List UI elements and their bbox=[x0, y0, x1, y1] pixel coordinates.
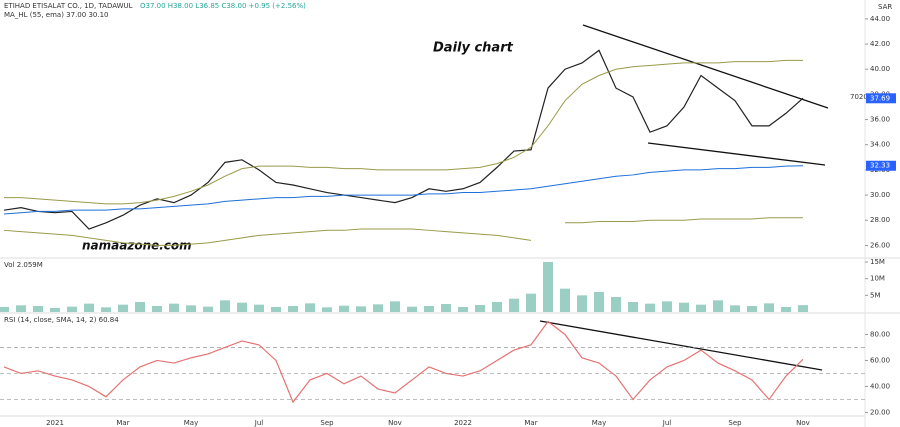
bar bbox=[67, 306, 77, 312]
price-tag bbox=[866, 93, 896, 104]
series-line bbox=[3, 165, 804, 215]
y-tick-label: 10M bbox=[870, 275, 885, 283]
bar bbox=[390, 301, 400, 312]
x-tick-label: Jul bbox=[254, 419, 264, 427]
bar bbox=[679, 302, 689, 312]
bar bbox=[118, 304, 128, 312]
bar bbox=[0, 307, 9, 312]
bar bbox=[186, 305, 196, 312]
x-tick-label: Nov bbox=[388, 419, 402, 427]
y-tick-label: 30.00 bbox=[870, 191, 890, 199]
y-tick-label: 26.00 bbox=[870, 241, 890, 249]
y-tick-label: 40.00 bbox=[870, 65, 890, 73]
x-tick-label: Mar bbox=[524, 419, 537, 427]
pane-title: RSI (14, close, SMA, 14, 2) 60.84 bbox=[4, 316, 119, 324]
bar bbox=[254, 304, 264, 312]
bar bbox=[798, 305, 808, 312]
y-tick-label: 80.00 bbox=[870, 330, 890, 338]
trendline bbox=[647, 142, 826, 166]
bar bbox=[645, 303, 655, 312]
annotation: 7020 bbox=[850, 93, 868, 101]
axis-label: SAR bbox=[878, 3, 892, 11]
bar bbox=[594, 292, 604, 312]
indicator-label: MA_HL (55, ema) 37.00 30.10 bbox=[4, 11, 108, 19]
series-line bbox=[3, 217, 803, 246]
y-tick-label: 34.00 bbox=[870, 141, 890, 149]
bar bbox=[16, 305, 26, 312]
bar bbox=[424, 306, 434, 312]
bar bbox=[33, 306, 43, 312]
bar bbox=[475, 305, 485, 312]
bar bbox=[662, 301, 672, 312]
bar bbox=[696, 304, 706, 312]
bar bbox=[509, 298, 519, 312]
price-tag bbox=[866, 160, 896, 171]
y-tick-label: 42.00 bbox=[870, 40, 890, 48]
bar bbox=[560, 288, 570, 312]
bar bbox=[220, 300, 230, 312]
y-tick-label: 15M bbox=[870, 258, 885, 266]
bar bbox=[543, 262, 553, 312]
chart-title: ETIHAD ETISALAT CO., 1D, TADAWUL bbox=[4, 2, 133, 10]
y-tick-label: 60.00 bbox=[870, 356, 890, 364]
x-tick-label: May bbox=[592, 419, 606, 427]
bar bbox=[458, 307, 468, 312]
bar bbox=[305, 303, 315, 312]
bar bbox=[373, 304, 383, 312]
bar bbox=[747, 306, 757, 312]
y-tick-label: 20.00 bbox=[870, 408, 890, 416]
bar bbox=[441, 304, 451, 312]
bar bbox=[339, 305, 349, 312]
bar bbox=[322, 307, 332, 312]
y-tick-label: 36.00 bbox=[870, 116, 890, 124]
series-line bbox=[3, 49, 804, 230]
bar bbox=[781, 307, 791, 312]
y-tick-label: 28.00 bbox=[870, 216, 890, 224]
annotation: Daily chart bbox=[433, 41, 514, 56]
bar bbox=[169, 303, 179, 312]
bar bbox=[237, 302, 247, 312]
bar bbox=[203, 306, 213, 312]
bar bbox=[50, 308, 60, 312]
y-tick-label: 44.00 bbox=[870, 15, 890, 23]
bar bbox=[713, 300, 723, 312]
series-line bbox=[3, 320, 804, 404]
x-tick-label: May bbox=[184, 419, 198, 427]
annotation: namaazone.com bbox=[82, 239, 192, 253]
pane-title: Vol 2.059M bbox=[4, 261, 43, 269]
bar bbox=[577, 295, 587, 312]
price-tag-label: 37.69 bbox=[870, 94, 890, 102]
x-tick-label: Sep bbox=[320, 419, 334, 427]
series-line bbox=[4, 59, 803, 205]
bar bbox=[492, 302, 502, 312]
y-tick-label: 5M bbox=[870, 291, 881, 299]
bar bbox=[84, 303, 94, 312]
x-tick-label: Mar bbox=[116, 419, 129, 427]
y-tick-label: 40.00 bbox=[870, 382, 890, 390]
ohlc: O37.00 H38.00 L36.85 C38.00 +0.95 (+2.56… bbox=[140, 2, 306, 10]
x-tick-label: 2021 bbox=[46, 419, 64, 427]
bar bbox=[407, 306, 417, 312]
x-tick-label: Sep bbox=[728, 419, 742, 427]
x-tick-label: Nov bbox=[796, 419, 810, 427]
bar bbox=[526, 293, 536, 312]
bar bbox=[135, 302, 145, 312]
x-tick-label: Jul bbox=[662, 419, 672, 427]
bar bbox=[101, 307, 111, 312]
bar bbox=[764, 303, 774, 312]
price-tag-label: 32.33 bbox=[870, 162, 890, 170]
bar bbox=[288, 306, 298, 312]
bar bbox=[628, 302, 638, 312]
bar bbox=[611, 297, 621, 312]
bar bbox=[356, 306, 366, 312]
trendline bbox=[582, 24, 829, 109]
bar bbox=[152, 306, 162, 312]
trendline bbox=[539, 320, 823, 371]
x-tick-label: 2022 bbox=[454, 419, 472, 427]
bar bbox=[730, 305, 740, 312]
bar bbox=[271, 307, 281, 312]
